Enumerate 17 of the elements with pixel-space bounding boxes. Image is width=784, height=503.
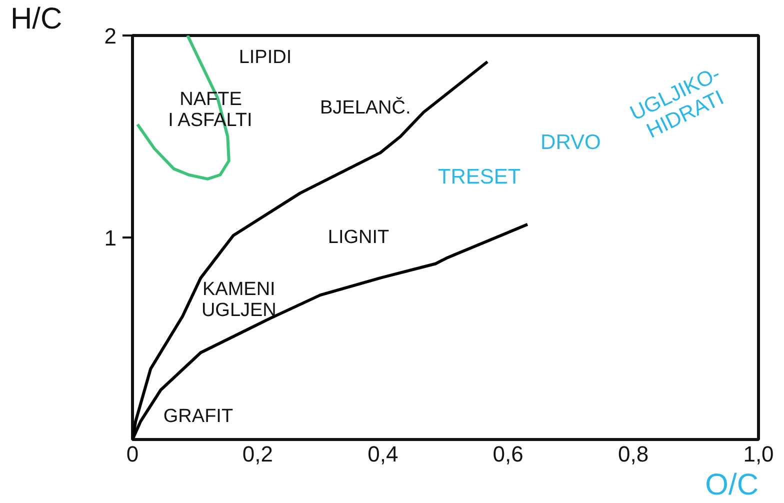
- y-tick-label: 1: [104, 226, 117, 250]
- annotation: BJELANČ.: [320, 96, 411, 119]
- y-tick-label: 2: [104, 24, 117, 48]
- x-tick-label: 0,4: [368, 442, 398, 466]
- x-tick-label: 0,8: [618, 442, 649, 466]
- annotation: GRAFIT: [163, 406, 234, 427]
- annotation: LIPIDI: [238, 47, 292, 68]
- x-tick-label: 1,0: [743, 442, 774, 466]
- annotation: KAMENI UGLJEN: [201, 279, 276, 322]
- x-axis-title: O/C: [705, 468, 759, 502]
- annotation: LIGNIT: [328, 227, 390, 248]
- annotation: TRESET: [438, 165, 521, 188]
- y-axis-title: H/C: [10, 2, 62, 36]
- annotation: DRVO: [540, 131, 601, 154]
- x-tick-label: 0,6: [492, 442, 524, 466]
- x-tick-label: 0: [126, 442, 139, 466]
- x-tick-label: 0,2: [242, 442, 273, 466]
